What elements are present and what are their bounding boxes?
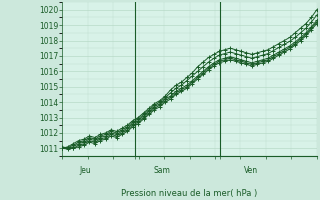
Text: Jeu: Jeu bbox=[79, 166, 91, 175]
Text: Ven: Ven bbox=[244, 166, 258, 175]
Text: Pression niveau de la mer( hPa ): Pression niveau de la mer( hPa ) bbox=[122, 189, 258, 198]
Text: Sam: Sam bbox=[153, 166, 170, 175]
